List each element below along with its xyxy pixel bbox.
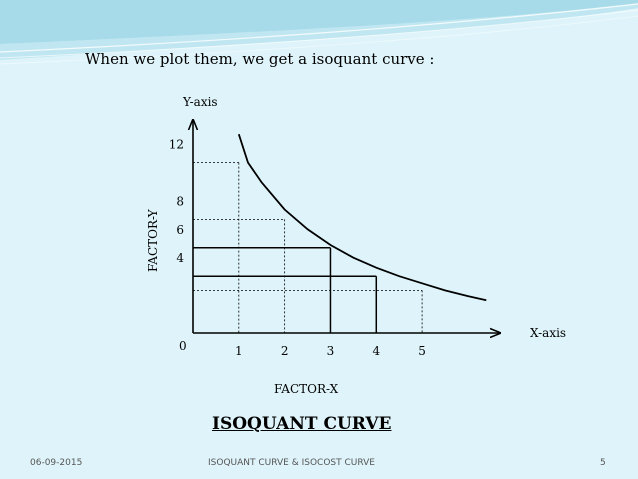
- x-tick-label: 1: [235, 344, 243, 358]
- intro-text: When we plot them, we get a isoquant cur…: [85, 50, 435, 68]
- isoquant-curve: [237, 133, 487, 302]
- x-tick-label: 4: [372, 344, 380, 358]
- footer-page-number: 5: [600, 458, 606, 468]
- y-tick-label: 8: [176, 194, 184, 208]
- footer-date: 06-09-2015: [30, 458, 83, 468]
- y-tick-label: 6: [176, 223, 184, 237]
- x-tick-label: 3: [327, 344, 335, 358]
- y-tick-label: 12: [169, 138, 184, 152]
- x-axis-name: X-axis: [530, 326, 566, 340]
- x-tick-label: 5: [418, 344, 426, 358]
- footer-title: ISOQUANT CURVE & ISOCOST CURVE: [208, 458, 375, 468]
- y-axis-name: Y-axis: [182, 95, 218, 109]
- header-wave-decoration: [0, 0, 638, 65]
- chart-caption: ISOQUANT CURVE: [212, 414, 392, 434]
- y-tick-label: 4: [176, 251, 184, 265]
- y-axis-label: FACTOR-Y: [146, 208, 160, 272]
- x-axis-label: FACTOR-X: [274, 382, 339, 396]
- x-tick-label: 2: [281, 344, 289, 358]
- origin-label: 0: [179, 339, 187, 353]
